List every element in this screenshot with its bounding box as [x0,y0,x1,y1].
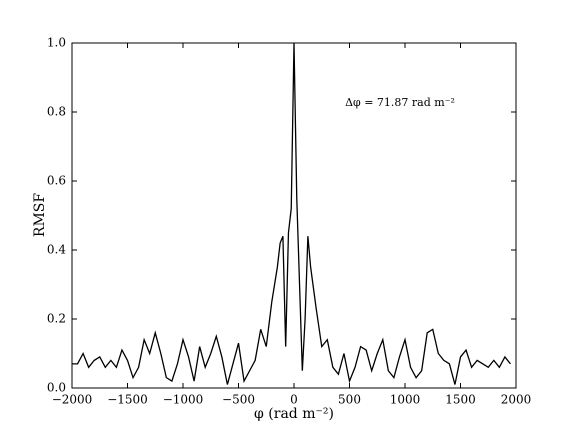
y-tick-label: 0.4 [47,243,66,257]
x-tick-label: 1500 [445,393,476,407]
y-tick-label: 0.6 [47,174,66,188]
line [72,42,511,385]
y-tick-label: 0.0 [47,381,66,395]
y-tick-label: 1.0 [47,36,66,50]
y-axis-label: RMSF [32,193,48,237]
x-tick-label: 500 [338,393,361,407]
x-tick-label: −1500 [107,393,148,407]
x-tick-label: 0 [290,393,298,407]
x-tick-label: 1000 [390,393,421,407]
x-tick-label: 2000 [501,393,532,407]
x-tick-label: −2000 [52,393,93,407]
annotation: Δφ = 71.87 rad m⁻² [345,96,455,109]
y-tick-label: 0.2 [47,312,66,326]
x-tick-label: −1000 [163,393,204,407]
x-tick-label: −500 [222,393,255,407]
x-axis-label: φ (rad m⁻²) [254,406,334,422]
y-tick-label: 0.8 [47,105,66,119]
plot-frame [71,42,517,389]
